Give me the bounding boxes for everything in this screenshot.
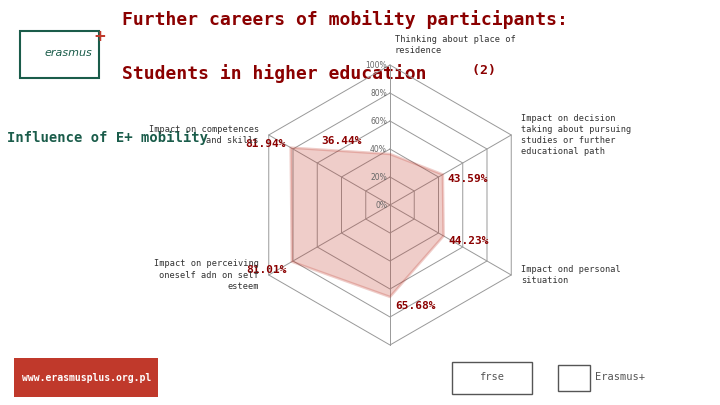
Text: (2): (2) (464, 64, 495, 77)
Text: Impact on competences
and skills: Impact on competences and skills (148, 125, 258, 145)
FancyBboxPatch shape (451, 362, 531, 394)
FancyBboxPatch shape (20, 31, 99, 78)
FancyBboxPatch shape (14, 358, 158, 397)
Text: Erasmus+: Erasmus+ (595, 372, 644, 382)
Text: 43.59%: 43.59% (448, 175, 488, 185)
Text: 100%: 100% (365, 60, 387, 70)
Text: frse: frse (480, 372, 504, 382)
Text: Impact on decision
taking about pursuing
studies or further
educational path: Impact on decision taking about pursuing… (521, 114, 631, 156)
Text: www.erasmusplus.org.pl: www.erasmusplus.org.pl (22, 373, 151, 383)
Text: +: + (93, 29, 106, 44)
Text: 0%: 0% (375, 200, 387, 209)
Text: Thinking about place of
residence: Thinking about place of residence (395, 35, 516, 55)
Text: 81.94%: 81.94% (245, 139, 286, 149)
FancyBboxPatch shape (558, 364, 590, 391)
Text: Impact ond personal
situation: Impact ond personal situation (521, 265, 621, 285)
Text: 40%: 40% (370, 145, 387, 153)
Text: 36.44%: 36.44% (322, 136, 362, 146)
Text: Further careers of mobility participants:: Further careers of mobility participants… (122, 10, 568, 28)
Text: Students in higher education: Students in higher education (122, 64, 427, 83)
Text: erasmus: erasmus (44, 48, 92, 58)
Text: 20%: 20% (370, 173, 387, 181)
Text: 60%: 60% (370, 117, 387, 126)
Text: Influence of E+ mobility: Influence of E+ mobility (7, 131, 208, 145)
Text: Impact on perceiving
oneself adn on self
esteem: Impact on perceiving oneself adn on self… (154, 259, 258, 291)
Polygon shape (291, 148, 444, 297)
Text: 80%: 80% (370, 89, 387, 98)
Text: 65.68%: 65.68% (395, 301, 436, 311)
Text: 81.01%: 81.01% (246, 265, 287, 275)
Text: 44.23%: 44.23% (449, 236, 489, 246)
